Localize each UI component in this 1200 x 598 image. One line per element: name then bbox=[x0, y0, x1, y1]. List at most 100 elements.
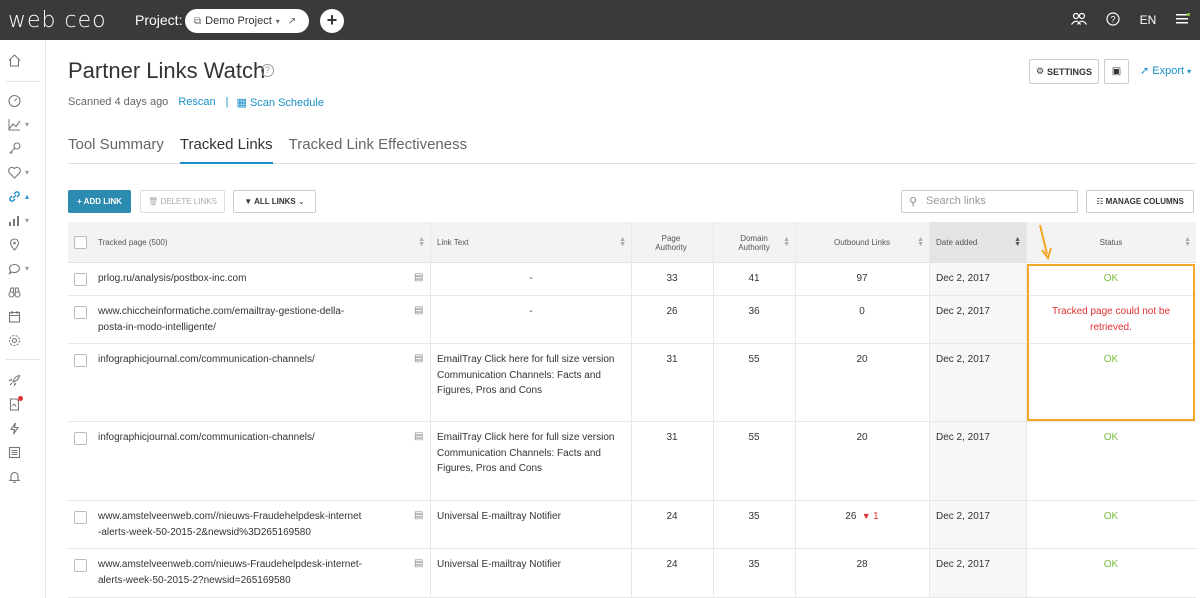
add-project-button[interactable]: + bbox=[320, 9, 344, 33]
tracked-page-url[interactable]: prlog.ru/analysis/postbox-inc.com bbox=[98, 273, 247, 284]
list-document-icon[interactable] bbox=[0, 442, 46, 462]
chevron-down-icon: ▾ bbox=[25, 263, 30, 273]
table-row[interactable]: www.amstelveenweb.com/nieuws-Fraudehelpd… bbox=[68, 549, 1196, 598]
top-bar: web ceo Project: ⧉ Demo Project ▾ ↗ + ? … bbox=[0, 0, 1200, 40]
export-label: Export bbox=[1152, 65, 1185, 77]
top-right-controls: ? EN bbox=[1062, 0, 1200, 40]
table-row[interactable]: www.chiccheinformatiche.com/emailtray-ge… bbox=[68, 296, 1196, 344]
project-selector[interactable]: ⧉ Demo Project ▾ ↗ bbox=[185, 9, 309, 33]
tracked-page-url[interactable]: www.chiccheinformatiche.com/emailtray-ge… bbox=[98, 306, 345, 333]
home-icon[interactable] bbox=[0, 50, 46, 70]
page-details-icon[interactable]: ▤ bbox=[414, 272, 424, 283]
rocket-icon[interactable] bbox=[0, 370, 46, 390]
scan-schedule-label: Scan Schedule bbox=[249, 97, 324, 109]
scan-schedule-link[interactable]: ▦ Scan Schedule bbox=[236, 96, 323, 109]
all-links-filter[interactable]: ▼ ALL LINKS ⌄ bbox=[233, 190, 316, 213]
column-divider bbox=[929, 222, 930, 598]
row-checkbox[interactable] bbox=[74, 306, 87, 319]
column-divider bbox=[795, 222, 796, 598]
scan-status: Scanned 4 days ago bbox=[68, 96, 169, 108]
annotation-arrow-icon bbox=[1039, 224, 1052, 260]
lightning-icon[interactable] bbox=[0, 418, 46, 438]
page-details-icon[interactable]: ▤ bbox=[414, 353, 424, 364]
col-status[interactable]: Status ▲ ▼ bbox=[1026, 222, 1196, 263]
table-row[interactable]: www.amstelveenweb.com//nieuws-Fraudehelp… bbox=[68, 501, 1196, 549]
language-selector[interactable]: EN bbox=[1139, 13, 1157, 27]
location-pin-icon[interactable] bbox=[0, 234, 46, 254]
row-checkbox[interactable] bbox=[74, 354, 87, 367]
link-text: EmailTray Click here for full size versi… bbox=[437, 354, 615, 396]
bell-icon[interactable] bbox=[0, 466, 46, 486]
page-authority: 33 bbox=[666, 273, 678, 284]
page-authority: 24 bbox=[666, 511, 678, 522]
social-chat-icon[interactable]: ▾ bbox=[0, 258, 46, 278]
calendar-icon[interactable] bbox=[0, 306, 46, 326]
delete-links-label: DELETE LINKS bbox=[160, 197, 217, 206]
table-row[interactable]: infographicjournal.com/communication-cha… bbox=[68, 422, 1196, 501]
dashboard-icon[interactable] bbox=[0, 90, 46, 110]
help-icon[interactable]: ? bbox=[261, 64, 274, 77]
menu-icon[interactable] bbox=[1166, 12, 1200, 28]
users-icon[interactable] bbox=[1062, 12, 1096, 28]
col-link-text-label: Link Text bbox=[437, 238, 469, 247]
settings-button[interactable]: ⚙ SETTINGS bbox=[1029, 59, 1099, 84]
page-details-icon[interactable]: ▤ bbox=[414, 558, 424, 569]
domain-authority: 36 bbox=[748, 306, 760, 317]
project-label: Project: bbox=[135, 12, 183, 28]
page-authority: 26 bbox=[666, 306, 678, 317]
site-health-icon[interactable]: ▾ bbox=[0, 162, 46, 182]
table-row[interactable]: prlog.ru/analysis/postbox-inc.com ▤ - 33… bbox=[68, 263, 1196, 296]
chevron-down-icon: ▾ bbox=[25, 167, 30, 177]
manage-columns-button[interactable]: ☷ MANAGE COLUMNS bbox=[1086, 190, 1194, 213]
outbound-links: 26 bbox=[845, 511, 857, 522]
tab-tracked-links[interactable]: Tracked Links bbox=[179, 136, 273, 164]
row-checkbox[interactable] bbox=[74, 432, 87, 445]
tracked-page-url[interactable]: www.amstelveenweb.com/nieuws-Fraudehelpd… bbox=[98, 559, 363, 586]
delete-links-button[interactable]: 🗑 DELETE LINKS bbox=[140, 190, 225, 213]
chevron-down-icon: ⌄ bbox=[298, 197, 305, 206]
rankings-icon[interactable]: ▾ bbox=[0, 114, 46, 134]
analytics-bars-icon[interactable]: ▾ bbox=[0, 210, 46, 230]
page-authority: 31 bbox=[666, 354, 678, 365]
col-page-authority[interactable]: Page Authority bbox=[631, 222, 711, 263]
help-icon[interactable]: ? bbox=[1096, 11, 1130, 29]
outbound-links: 28 bbox=[856, 559, 868, 570]
search-input[interactable]: Search links bbox=[901, 190, 1078, 213]
page-details-icon[interactable]: ▤ bbox=[414, 305, 424, 316]
tab-tool-summary[interactable]: Tool Summary bbox=[68, 136, 164, 153]
page-details-icon[interactable]: ▤ bbox=[414, 510, 424, 521]
row-checkbox[interactable] bbox=[74, 273, 87, 286]
col-tracked-page[interactable]: Tracked page (500) ▲ ▼ bbox=[98, 222, 430, 263]
tab-tracked-link-effectiveness[interactable]: Tracked Link Effectiveness bbox=[288, 136, 468, 153]
webceo-logo[interactable]: web ceo bbox=[8, 8, 107, 33]
column-divider bbox=[713, 222, 714, 598]
link-text: - bbox=[529, 306, 533, 317]
table-header: Tracked page (500) ▲ ▼ Link Text ▲ ▼ Page A… bbox=[68, 222, 1196, 263]
keywords-key-icon[interactable] bbox=[0, 138, 46, 158]
add-link-button[interactable]: + ADD LINK bbox=[68, 190, 131, 213]
tracked-page-url[interactable]: infographicjournal.com/communication-cha… bbox=[98, 432, 315, 443]
col-domain-authority[interactable]: Domain Authority ▲ ▼ bbox=[713, 222, 795, 263]
reports-pdf-icon[interactable] bbox=[0, 394, 46, 414]
backlinks-link-icon[interactable]: ▴ bbox=[0, 186, 46, 206]
scan-info: Scanned 4 days ago Rescan | ▦ Scan Sched… bbox=[68, 96, 324, 109]
col-link-text[interactable]: Link Text ▲ ▼ bbox=[437, 222, 631, 263]
select-all-checkbox[interactable] bbox=[74, 236, 87, 249]
row-checkbox[interactable] bbox=[74, 559, 87, 572]
domain-authority: 35 bbox=[748, 559, 760, 570]
calendar-button[interactable]: ▣ bbox=[1104, 59, 1129, 84]
page-details-icon[interactable]: ▤ bbox=[414, 431, 424, 442]
table-row[interactable]: infographicjournal.com/communication-cha… bbox=[68, 344, 1196, 422]
research-binoculars-icon[interactable] bbox=[0, 282, 46, 302]
column-divider bbox=[631, 222, 632, 598]
col-date-added[interactable]: Date added ▲ ▼ bbox=[929, 222, 1026, 263]
rescan-link[interactable]: Rescan bbox=[178, 96, 216, 108]
settings-gear-icon[interactable] bbox=[0, 330, 46, 350]
tracked-page-url[interactable]: www.amstelveenweb.com//nieuws-Fraudehelp… bbox=[98, 511, 362, 538]
tracked-page-url[interactable]: infographicjournal.com/communication-cha… bbox=[98, 354, 315, 365]
columns-icon: ☷ bbox=[1096, 197, 1104, 206]
export-dropdown[interactable]: ➚ Export ▾ bbox=[1140, 64, 1191, 77]
external-link-icon[interactable]: ↗ bbox=[287, 15, 297, 27]
col-outbound-links[interactable]: Outbound Links ▲ ▼ bbox=[795, 222, 929, 263]
row-checkbox[interactable] bbox=[74, 511, 87, 524]
